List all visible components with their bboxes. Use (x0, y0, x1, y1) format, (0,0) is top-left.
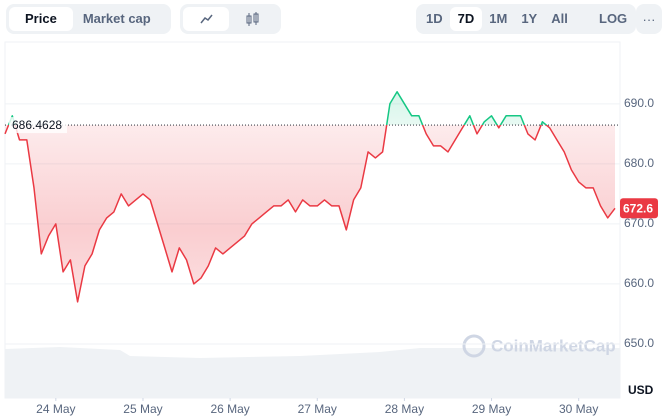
line-icon-button[interactable] (183, 7, 229, 31)
tab[interactable]: Price (9, 7, 73, 31)
plot-frame (4, 41, 621, 399)
range[interactable]: All (551, 11, 568, 26)
x-tick-label: 26 May (210, 402, 249, 416)
watermark-text: CoinMarketCap (491, 336, 616, 355)
volume-band (5, 347, 620, 398)
x-tick-label: 28 May (385, 402, 424, 416)
log-group: LOG (590, 4, 636, 34)
reference-label: 686.4628 (12, 118, 62, 132)
x-tick-label: 29 May (472, 402, 511, 416)
x-tick-label: 24 May (36, 402, 75, 416)
range-group: 1D 7D 1M 1Y All (416, 4, 608, 34)
range[interactable]: 7D (449, 7, 483, 31)
more-button[interactable]: ··· (636, 4, 662, 34)
candle-icon (246, 12, 259, 26)
tab[interactable]: Market cap (82, 11, 151, 26)
y-tick-label: 660.0 (624, 276, 654, 290)
price-area (5, 91, 615, 302)
chart-kind-group (180, 4, 281, 34)
candle-icon-button[interactable] (229, 7, 275, 31)
y-tick-label: 650.0 (624, 336, 654, 350)
last-price-label: 672.6 (623, 201, 653, 215)
y-tick-label: 680.0 (624, 156, 654, 170)
range[interactable]: 1D (426, 11, 443, 26)
watermark: CoinMarketCap (462, 334, 616, 358)
y-tick-label: 690.0 (624, 96, 654, 110)
range[interactable]: 1Y (521, 11, 538, 26)
line-icon (200, 14, 213, 24)
more-icon: ··· (642, 11, 656, 27)
y-unit: USD (628, 383, 654, 397)
reference-label-bg (9, 117, 67, 134)
x-tick-label: 30 May (559, 402, 598, 416)
log-button[interactable]: LOG (599, 11, 628, 26)
tab-group: Price Market cap (6, 4, 171, 34)
last-price-tag (620, 198, 658, 219)
x-tick-label: 25 May (123, 402, 162, 416)
price-line (4, 91, 616, 303)
y-tick-label: 670.0 (624, 216, 654, 230)
range[interactable]: 1M (489, 11, 508, 26)
x-tick-label: 27 May (298, 402, 337, 416)
